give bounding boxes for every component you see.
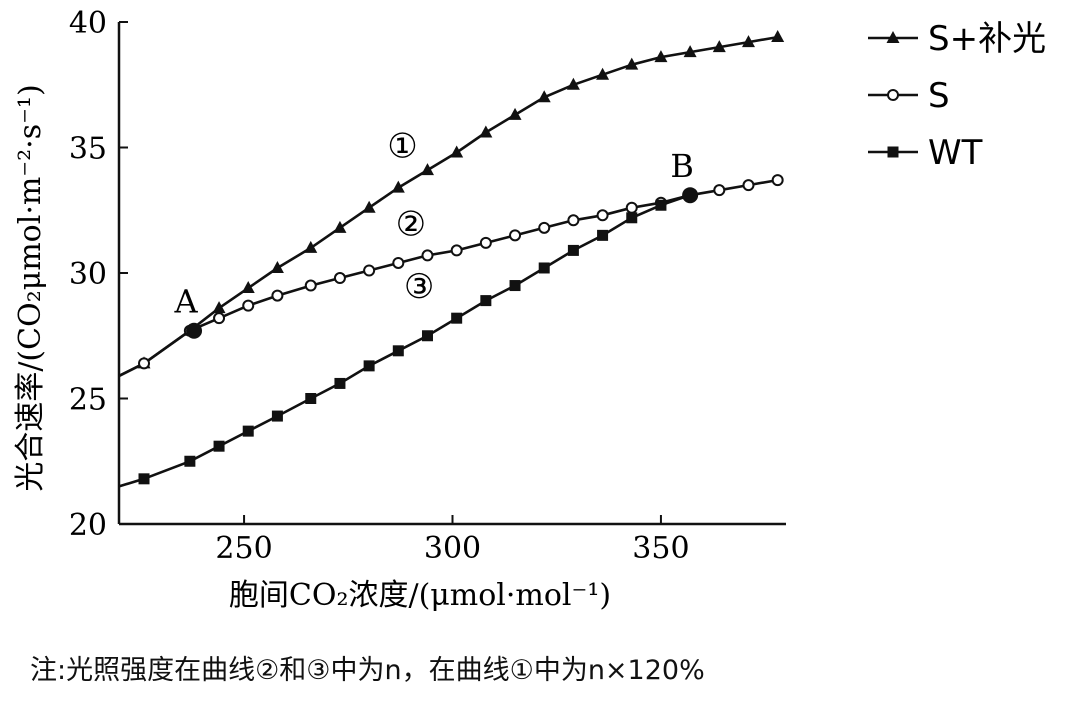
data-point bbox=[304, 279, 317, 292]
data-point bbox=[771, 30, 785, 43]
data-point bbox=[479, 125, 493, 138]
point-label-a: A bbox=[173, 283, 198, 321]
data-point bbox=[567, 214, 580, 227]
y-tick-label: 35 bbox=[69, 132, 107, 167]
data-point bbox=[420, 163, 434, 176]
legend-label: S+补光 bbox=[928, 19, 1046, 59]
data-point bbox=[138, 473, 150, 485]
data-point bbox=[567, 244, 579, 256]
data-point bbox=[537, 90, 551, 103]
y-axis-label: 光合速率/(CO₂μmol·m⁻²·s⁻¹) bbox=[13, 84, 48, 491]
data-point bbox=[480, 295, 492, 307]
data-point bbox=[362, 200, 376, 213]
point-b bbox=[682, 187, 699, 204]
data-point bbox=[741, 35, 755, 48]
data-point bbox=[333, 220, 347, 233]
x-tick-label: 300 bbox=[424, 531, 481, 566]
y-tick-label: 20 bbox=[69, 508, 107, 543]
data-point bbox=[538, 262, 550, 274]
series-markers bbox=[137, 30, 785, 485]
data-point bbox=[596, 67, 610, 80]
series-line-2 bbox=[118, 178, 778, 378]
data-point bbox=[271, 289, 284, 302]
legend-marker bbox=[886, 31, 900, 43]
data-point bbox=[566, 77, 580, 90]
data-point bbox=[138, 357, 151, 370]
chart: 250 300 350 20 25 30 35 40 ① ② ③ A B S+补光 S WT 胞间CO₂浓… bbox=[13, 6, 1046, 613]
data-point bbox=[712, 40, 726, 53]
data-point bbox=[212, 301, 226, 314]
data-point bbox=[421, 330, 433, 342]
data-point bbox=[363, 360, 375, 372]
data-point bbox=[538, 221, 551, 234]
data-point bbox=[509, 280, 521, 292]
data-point bbox=[509, 229, 522, 242]
data-point bbox=[213, 440, 225, 452]
data-point bbox=[333, 272, 346, 285]
x-tick-label: 250 bbox=[215, 531, 272, 566]
data-point bbox=[242, 299, 255, 312]
data-point bbox=[625, 201, 638, 214]
x-tick-label: 350 bbox=[632, 531, 689, 566]
data-point bbox=[271, 410, 283, 422]
footnote: 注:光照强度在曲线②和③中为n，在曲线①中为n×120% bbox=[30, 655, 705, 686]
data-point bbox=[363, 264, 376, 277]
data-point bbox=[508, 107, 522, 120]
point-a bbox=[186, 322, 203, 339]
data-point bbox=[450, 145, 464, 158]
data-point bbox=[241, 281, 255, 294]
data-point bbox=[655, 199, 667, 211]
legend-label: WT bbox=[928, 133, 983, 173]
data-point bbox=[596, 209, 609, 222]
point-label-b: B bbox=[670, 147, 694, 185]
data-point bbox=[334, 377, 346, 389]
data-point bbox=[683, 45, 697, 58]
data-point bbox=[213, 312, 226, 325]
data-point bbox=[304, 240, 318, 253]
data-point bbox=[391, 180, 405, 193]
data-point bbox=[742, 179, 755, 192]
legend-marker bbox=[887, 89, 899, 101]
data-point bbox=[270, 260, 284, 273]
annotations: ① ② ③ A B bbox=[173, 127, 699, 339]
data-point bbox=[625, 57, 639, 70]
data-point bbox=[713, 184, 726, 197]
data-point bbox=[451, 312, 463, 324]
data-point bbox=[392, 256, 405, 269]
data-point bbox=[654, 50, 668, 63]
data-point bbox=[771, 174, 784, 187]
data-point bbox=[597, 229, 609, 241]
series-line-1 bbox=[118, 35, 778, 378]
legend-label: S bbox=[928, 76, 950, 116]
data-point bbox=[479, 236, 492, 249]
y-tick-label: 30 bbox=[69, 257, 107, 292]
curve-label-2: ② bbox=[396, 204, 426, 244]
data-point bbox=[184, 455, 196, 467]
data-point bbox=[626, 212, 638, 224]
curve-label-1: ① bbox=[387, 127, 417, 167]
legend: S+补光 S WT bbox=[868, 19, 1046, 173]
data-point bbox=[242, 425, 254, 437]
ticks: 250 300 350 20 25 30 35 40 bbox=[69, 6, 690, 566]
data-point bbox=[421, 249, 434, 262]
x-axis-label: 胞间CO₂浓度/(μmol·mol⁻¹) bbox=[229, 578, 611, 613]
legend-marker bbox=[887, 146, 899, 158]
series-lines bbox=[118, 35, 778, 488]
data-point bbox=[392, 345, 404, 357]
curve-label-3: ③ bbox=[404, 267, 434, 307]
y-tick-label: 40 bbox=[69, 6, 107, 41]
y-tick-label: 25 bbox=[69, 383, 107, 418]
data-point bbox=[305, 393, 317, 404]
data-point bbox=[450, 244, 463, 257]
